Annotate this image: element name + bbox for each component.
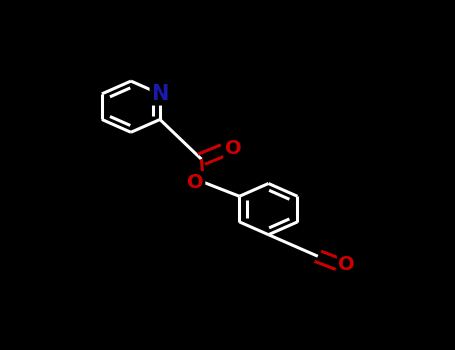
Text: O: O (225, 139, 242, 158)
Text: O: O (339, 255, 355, 274)
Text: O: O (187, 173, 204, 192)
Text: N: N (151, 84, 169, 104)
